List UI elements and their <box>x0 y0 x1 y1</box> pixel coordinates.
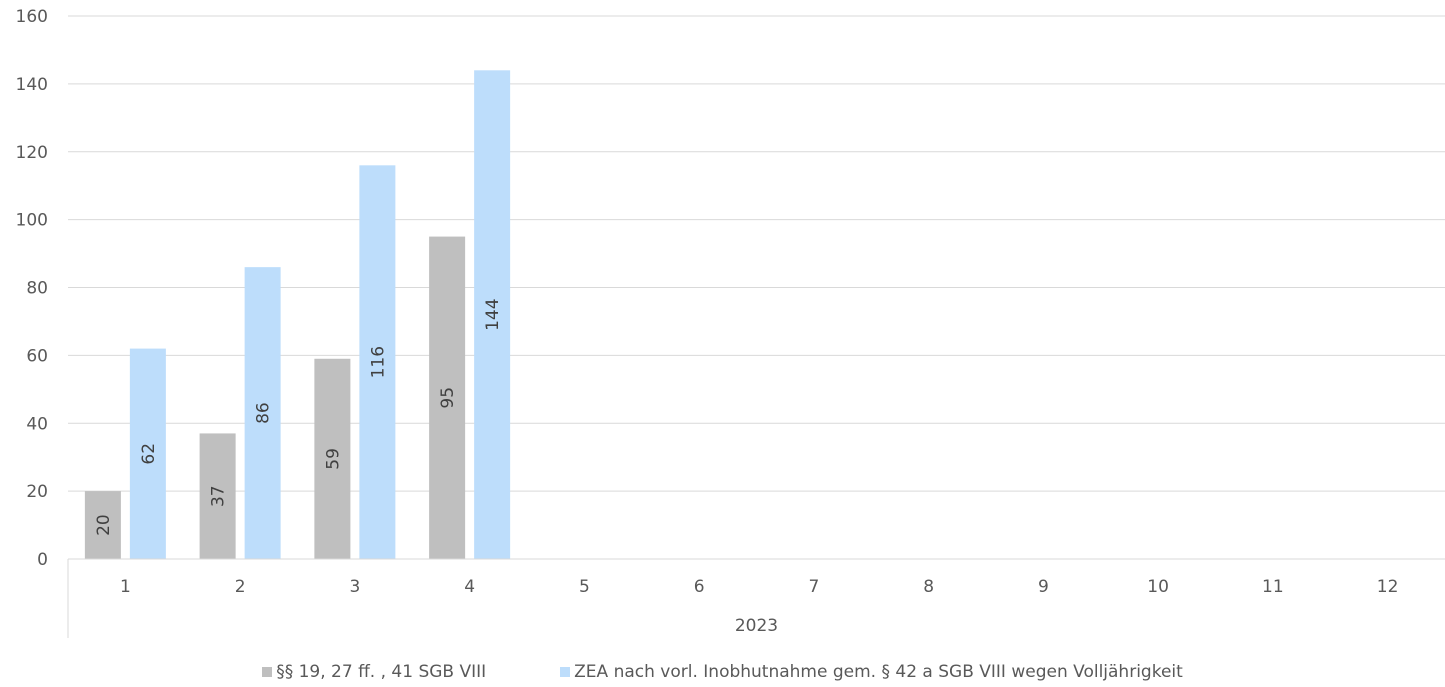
x-tick-label: 5 <box>579 577 590 597</box>
data-label: 144 <box>483 298 503 330</box>
x-tick-label: 8 <box>923 577 934 597</box>
legend-swatch-series-1 <box>262 667 273 677</box>
y-tick-label: 140 <box>16 75 48 95</box>
bar-series-1 <box>429 236 466 559</box>
data-label: 59 <box>323 448 343 470</box>
bar-series-2 <box>129 348 166 559</box>
data-label: 20 <box>94 514 114 536</box>
x-tick-label: 9 <box>1038 577 1049 597</box>
x-tick-label: 3 <box>349 577 360 597</box>
bar-series-1 <box>314 358 351 559</box>
y-tick-label: 60 <box>26 346 48 366</box>
y-tick-label: 0 <box>37 550 48 570</box>
bars <box>84 70 511 560</box>
gridlines <box>68 15 1445 492</box>
y-tick-label: 160 <box>16 7 48 27</box>
legend: §§ 19, 27 ff. , 41 SGB VIII ZEA nach vor… <box>0 660 1445 684</box>
bar-series-2 <box>244 267 281 559</box>
x-axis-group-label: 2023 <box>735 616 778 636</box>
y-tick-label: 20 <box>26 482 48 502</box>
x-tick-label: 7 <box>808 577 819 597</box>
y-tick-label: 80 <box>26 279 48 299</box>
x-tick-label: 11 <box>1262 577 1284 597</box>
x-axis-ticks: 1 2 3 4 5 6 7 8 9 10 11 12 <box>120 577 1398 597</box>
y-axis-ticks: 0 20 40 60 80 100 120 140 160 <box>16 7 48 570</box>
bar-series-1 <box>84 491 121 559</box>
x-tick-label: 12 <box>1377 577 1399 597</box>
y-tick-label: 120 <box>16 143 48 163</box>
bar-series-2 <box>359 165 396 559</box>
bar-series-2 <box>474 70 511 560</box>
legend-swatch-series-2 <box>560 667 571 677</box>
legend-label-series-2: ZEA nach vorl. Inobhutnahme gem. § 42 a … <box>574 662 1183 682</box>
data-label: 95 <box>438 387 458 409</box>
y-tick-label: 40 <box>26 414 48 434</box>
y-tick-label: 100 <box>16 211 48 231</box>
data-label: 86 <box>254 402 274 424</box>
data-label: 37 <box>209 485 229 507</box>
legend-item-series-1: §§ 19, 27 ff. , 41 SGB VIII <box>262 662 486 682</box>
bar-series-1 <box>199 433 236 559</box>
data-label: 116 <box>368 346 388 378</box>
data-label: 62 <box>139 443 159 465</box>
x-tick-label: 1 <box>120 577 131 597</box>
x-tick-label: 10 <box>1147 577 1169 597</box>
legend-item-series-2: ZEA nach vorl. Inobhutnahme gem. § 42 a … <box>560 662 1183 682</box>
data-labels: 20 62 37 86 59 116 95 144 <box>94 298 503 535</box>
x-tick-label: 2 <box>235 577 246 597</box>
x-tick-label: 4 <box>464 577 475 597</box>
legend-label-series-1: §§ 19, 27 ff. , 41 SGB VIII <box>276 662 487 682</box>
x-tick-label: 6 <box>694 577 705 597</box>
